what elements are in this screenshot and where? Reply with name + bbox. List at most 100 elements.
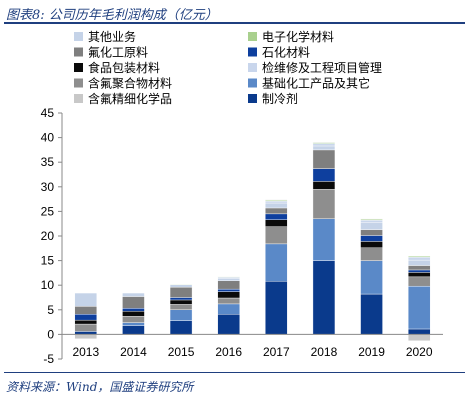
legend-swatch <box>248 78 257 88</box>
x-tick-label: 2014 <box>120 345 147 359</box>
bar-segment <box>407 328 431 335</box>
bar-segment <box>169 304 193 311</box>
bar-segment <box>217 314 240 335</box>
bar-segment <box>360 293 383 335</box>
x-tick-label: 2019 <box>358 345 385 359</box>
legend-label: 氟化工原料 <box>88 46 148 60</box>
y-tick-label: 35 <box>41 155 55 169</box>
x-tick-label: 2016 <box>215 345 242 359</box>
bar-segment <box>169 297 193 301</box>
bar-segment <box>360 241 383 249</box>
bar-segment <box>312 181 336 190</box>
bar-segment <box>312 168 336 182</box>
legend-label: 检维修及工程项目管理 <box>262 60 382 75</box>
legend-swatch <box>248 32 257 41</box>
bar-segment <box>312 189 336 219</box>
bar-segment <box>217 291 240 299</box>
bar-segment <box>122 311 145 317</box>
legend-swatch <box>74 94 83 103</box>
bar-segment <box>265 213 288 220</box>
bar-segment <box>265 207 288 215</box>
bar-segment <box>407 334 431 341</box>
chart-title: 图表8: 公司历年毛利润构成（亿元） <box>6 8 218 23</box>
bar-segment <box>74 319 98 325</box>
bar-segment <box>407 269 431 273</box>
bar-segment <box>169 284 193 288</box>
bar-segment <box>122 296 145 309</box>
bar-segment <box>360 260 383 295</box>
bar-segment <box>122 325 145 335</box>
legend-label: 电子化学材料 <box>262 29 334 44</box>
bar-segment <box>169 286 193 298</box>
bar-segment <box>360 235 383 242</box>
bar-segment <box>169 284 193 285</box>
bar-segment <box>360 247 383 261</box>
y-tick-label: -5 <box>43 352 54 366</box>
bar-segment <box>407 276 431 287</box>
bar-segment <box>265 226 288 245</box>
bar-segment <box>122 292 145 297</box>
bar-segment <box>217 288 240 292</box>
legend-label: 含氟聚合物材料 <box>88 76 172 91</box>
legend-swatch <box>74 32 83 41</box>
y-tick-label: 10 <box>41 278 55 292</box>
y-tick-label: 30 <box>41 180 55 194</box>
bar-segment <box>74 292 98 307</box>
x-tick-label: 2018 <box>311 345 338 359</box>
y-axis: -5 0 5 10 15 20 25 30 35 40 45 <box>41 106 63 366</box>
footer-divider <box>4 372 465 373</box>
bar-segment <box>407 265 431 271</box>
bar-segment <box>74 314 98 321</box>
y-tick-label: 0 <box>47 327 54 341</box>
bar-segment <box>122 315 145 323</box>
legend-label: 含氟精细化学品 <box>88 91 172 106</box>
legend-label: 制冷剂 <box>262 91 298 106</box>
y-tick-label: 25 <box>41 204 55 218</box>
bar-segment <box>74 334 98 340</box>
x-tick-label: 2013 <box>72 345 99 359</box>
bar-segment <box>74 306 98 315</box>
x-axis: 2013 2014 2015 2016 2017 2018 2019 2020 <box>62 333 443 359</box>
bar-segment <box>217 277 240 280</box>
bar-segment <box>265 243 288 282</box>
bar-segment <box>265 199 288 201</box>
bar-segment <box>360 222 383 230</box>
bar-segment <box>217 297 240 305</box>
bar-segment <box>217 280 240 290</box>
bar-segment <box>169 299 193 305</box>
legend-label: 基础化工产品及其它 <box>262 76 370 91</box>
y-tick-label: 40 <box>41 131 55 145</box>
legend-swatch <box>74 47 83 57</box>
bar-segment <box>360 218 383 220</box>
legend-swatch <box>74 78 83 88</box>
title-divider <box>4 22 465 24</box>
legend-swatch <box>248 94 257 103</box>
bar-segment <box>122 322 145 326</box>
bar-segment <box>74 323 98 332</box>
bar-segment <box>169 320 193 335</box>
bar-segment <box>312 260 336 335</box>
bar-segment <box>217 276 240 278</box>
bar-segment <box>407 285 431 330</box>
bar-segment <box>360 220 383 223</box>
x-tick-label: 2020 <box>406 345 433 359</box>
bar-segment <box>360 229 383 236</box>
bar-segment <box>265 202 288 209</box>
y-tick-label: 15 <box>41 254 55 268</box>
bar-segment <box>312 149 336 169</box>
legend-swatch <box>74 63 83 72</box>
bar-segment <box>169 309 193 321</box>
y-tick-label: 45 <box>41 106 55 120</box>
bar-segment <box>407 259 431 266</box>
bar-segment <box>312 143 336 147</box>
bar-segment <box>407 272 431 278</box>
source-note: 资料来源：Wind，国盛证券研究所 <box>6 380 194 394</box>
bar-segment <box>122 308 145 312</box>
bar-segment <box>265 200 288 204</box>
bar-segment <box>312 218 336 261</box>
x-tick-label: 2015 <box>168 345 195 359</box>
legend-label: 其他业务 <box>88 29 136 44</box>
bar-segment <box>217 278 240 281</box>
